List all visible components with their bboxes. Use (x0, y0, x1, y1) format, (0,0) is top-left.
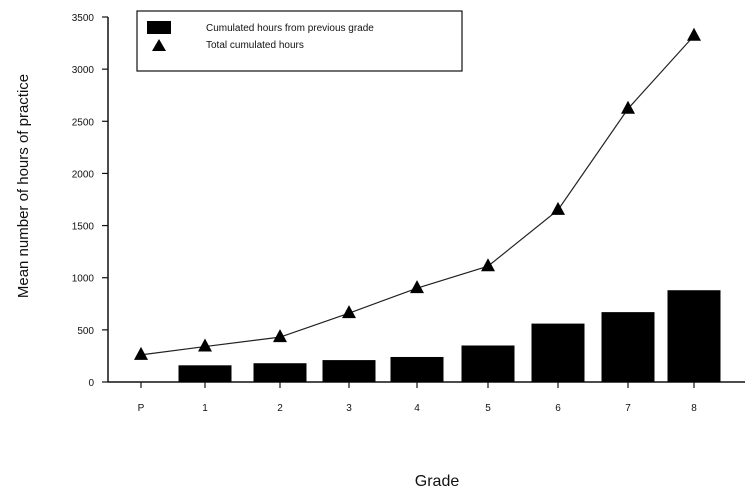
legend-bar-swatch (147, 21, 171, 34)
x-tick-label: 6 (555, 403, 561, 414)
x-tick-label: 5 (485, 403, 491, 414)
triangle-marker (273, 329, 287, 343)
y-tick-label: 2000 (72, 169, 95, 180)
y-tick-label: 0 (88, 378, 94, 389)
y-ticks: 0 500 1000 1500 2000 2500 3000 3500 (72, 13, 108, 389)
triangle-marker (687, 27, 701, 41)
triangle-marker (481, 258, 495, 272)
x-tick-label: 7 (625, 403, 631, 414)
x-tick-label: 8 (691, 403, 697, 414)
y-tick-label: 3000 (72, 65, 95, 76)
series-line (140, 35, 695, 356)
bar (667, 290, 721, 382)
bar (531, 323, 585, 382)
x-tick-label: 3 (346, 403, 352, 414)
y-tick-label: 2500 (72, 117, 95, 128)
legend: Cumulated hours from previous grade Tota… (136, 10, 463, 72)
bar-series (178, 290, 721, 382)
legend-label-bars: Cumulated hours from previous grade (206, 23, 374, 34)
legend-label-line: Total cumulated hours (206, 40, 304, 51)
y-tick-label: 1500 (72, 222, 95, 233)
bar (253, 363, 307, 382)
legend-triangle-marker (152, 39, 166, 51)
legend-box (136, 10, 463, 72)
triangle-marker (198, 338, 212, 352)
y-tick-label: 1000 (72, 274, 95, 285)
triangle-marker (551, 201, 565, 215)
x-tick-label: P (138, 403, 145, 414)
bar (390, 356, 444, 382)
y-tick-label: 3500 (72, 13, 95, 24)
x-axis-title: Grade (415, 473, 460, 490)
triangle-marker (342, 305, 356, 319)
bar (461, 345, 515, 382)
bar (178, 365, 232, 382)
triangle-marker (134, 346, 148, 360)
y-tick-label: 500 (77, 326, 94, 337)
triangle-marker (410, 280, 424, 294)
y-axis-title: Mean number of hours of practice (15, 74, 32, 298)
line-series (134, 27, 701, 360)
x-tick-label: 2 (277, 403, 283, 414)
bar (601, 312, 655, 382)
x-ticks: P 1 2 3 4 5 6 7 8 (138, 382, 697, 414)
x-tick-label: 4 (414, 403, 420, 414)
x-tick-label: 1 (202, 403, 208, 414)
triangle-marker (621, 100, 635, 114)
bar (322, 360, 376, 382)
